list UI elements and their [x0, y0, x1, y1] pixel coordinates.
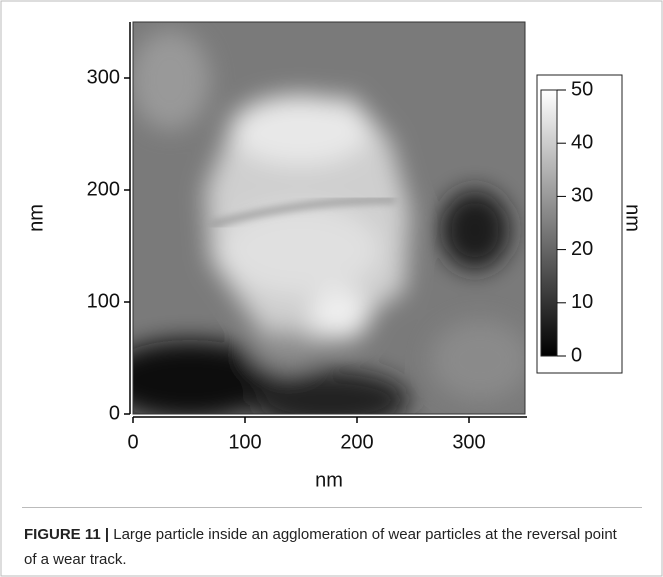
- x-tick-label: 300: [452, 431, 485, 453]
- y-tick-label: 200: [87, 178, 120, 200]
- colorbar-tick-label: 40: [571, 131, 593, 153]
- y-axis-label: nm: [25, 204, 47, 232]
- x-tick-label: 100: [228, 431, 261, 453]
- colorbar-tick-label: 20: [571, 238, 593, 260]
- colorbar: [540, 89, 558, 357]
- y-tick-label: 300: [87, 66, 120, 88]
- x-axis-label: nm: [315, 469, 343, 491]
- y-tick-label: 0: [109, 402, 120, 424]
- colorbar-tick-label: 0: [571, 344, 582, 366]
- afm-image: [133, 22, 525, 414]
- colorbar-tick-label: 50: [571, 78, 593, 100]
- x-tick-label: 0: [127, 431, 138, 453]
- colorbar-tick-label: 10: [571, 291, 593, 313]
- colorbar-label: nm: [622, 204, 644, 232]
- colorbar-tick-label: 30: [571, 185, 593, 207]
- separator: [22, 507, 642, 508]
- x-tick-label: 200: [340, 431, 373, 453]
- caption-label: FIGURE 11 |: [24, 526, 110, 543]
- caption: FIGURE 11 | Large particle inside an agg…: [24, 522, 624, 572]
- caption-text: Large particle inside an agglomeration o…: [24, 526, 617, 568]
- y-tick-label: 100: [87, 290, 120, 312]
